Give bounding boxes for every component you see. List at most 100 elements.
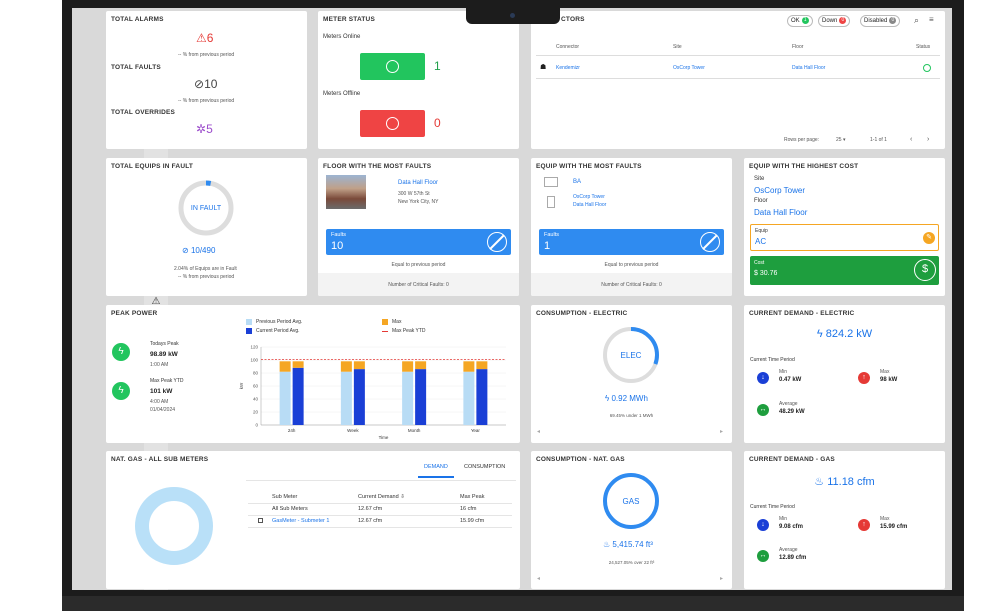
fault-icon: ⊘ <box>194 77 205 91</box>
table-row[interactable]: GasMeter - Submeter 1 12.67 cfm 15.99 cfm <box>248 515 512 528</box>
overrides-value: ✲5 <box>196 122 213 136</box>
ytd-peak-value: 101 kW <box>150 388 173 395</box>
y-axis-label: kW <box>239 382 244 389</box>
gas-avg-value: 12.89 cfm <box>779 555 807 561</box>
floor-faults-title: FLOOR WITH THE MOST FAULTS <box>323 163 432 170</box>
row-site[interactable]: OsCorp Tower <box>673 65 705 71</box>
bolt-icon: ϟ <box>816 328 823 340</box>
flame-icon: ♨ <box>603 540 611 549</box>
cost-site-link[interactable]: OsCorp Tower <box>754 186 805 195</box>
disabled-filter-pill[interactable]: Disabled 0 <box>860 15 901 27</box>
next-slide-icon[interactable]: ▸ <box>720 576 724 582</box>
pagination-text: 1-1 of 1 <box>870 137 887 143</box>
elec-ring <box>603 327 659 383</box>
search-icon[interactable]: ⌕ <box>914 15 920 25</box>
y-tick-label: 60 <box>253 384 259 389</box>
meters-online-button[interactable] <box>360 53 425 80</box>
natgas-card: NAT. GAS - ALL SUB METERS DEMAND CONSUMP… <box>106 451 520 589</box>
next-page-icon[interactable]: › <box>927 136 930 143</box>
cost-equip-box[interactable]: Equip AC ✎ <box>750 224 939 251</box>
prev-slide-icon[interactable]: ◂ <box>537 576 541 582</box>
table-row[interactable]: All Sub Meters 12.67 cfm 16 cfm <box>248 503 512 516</box>
faults-sub: -- % from previous period <box>178 98 235 104</box>
cost-box[interactable]: Cost $ 30.76 $ <box>750 256 939 285</box>
in-fault-label: IN FAULT <box>190 205 222 212</box>
equip-name-link[interactable]: BA <box>573 179 582 185</box>
equips-fault-sub2: -- % from previous period <box>178 274 235 280</box>
meter-status-card: METER STATUS Meters Online 1 Meters Offl… <box>318 11 519 149</box>
flame-icon: ♨ <box>814 476 825 488</box>
legend-prev: Previous Period Avg. <box>256 319 303 325</box>
cost-floor-link[interactable]: Data Hall Floor <box>754 208 808 217</box>
demand-gas-card: CURRENT DEMAND - GAS ♨ 11.18 cfm Current… <box>744 451 945 589</box>
demand-gas-title: CURRENT DEMAND - GAS <box>749 456 835 463</box>
bolt-icon: ϟ <box>112 343 130 361</box>
equip-faults-bar[interactable]: Faults 1 <box>539 229 724 255</box>
sort-icon[interactable]: ⇩ <box>400 493 405 500</box>
demand-elec-title: CURRENT DEMAND - ELECTRIC <box>749 310 855 317</box>
alarm-triangle-icon: ⚠ <box>196 31 207 45</box>
peak-power-title: PEAK POWER <box>111 310 158 317</box>
connector-icon: ☗ <box>540 64 547 71</box>
fault-ring <box>178 180 234 236</box>
dashboard-screen: ︶ ✲ ⊘ ⚠ ⌂ TOTAL ALARMS ⚠6 -- % from prev… <box>72 8 952 590</box>
building-icon <box>547 196 555 208</box>
row-floor[interactable]: Data Hall Floor <box>792 65 826 71</box>
ok-filter-pill[interactable]: OK 1 <box>787 15 813 27</box>
meters-online-value: 1 <box>434 59 441 73</box>
elec-max-value: 98 kW <box>880 377 898 383</box>
x-tick-label: 24h <box>288 428 296 433</box>
wrench-icon: ✎ <box>923 232 935 244</box>
max-arrow-icon: ↑ <box>858 372 870 384</box>
alarm-icon[interactable]: ⚠ <box>151 296 161 307</box>
tab-consumption[interactable]: CONSUMPTION <box>464 464 506 470</box>
camera-icon <box>510 13 515 18</box>
prev-slide-icon[interactable]: ◂ <box>537 429 541 435</box>
connectors-card: CTORS OK 1 Down 0 Disabled 0 ⌕ ≡ Connector … <box>531 11 945 149</box>
equips-fault-sub1: 2.04% of Equips are in Fault <box>174 266 237 272</box>
cost-equip-link[interactable]: AC <box>755 237 767 246</box>
floor-name-link[interactable]: Data Hall Floor <box>398 180 439 186</box>
average-icon: ↔ <box>757 404 769 416</box>
faults-value: ⊘10 <box>194 77 218 91</box>
prev-bar <box>340 371 352 425</box>
meters-offline-button[interactable] <box>360 110 425 137</box>
prev-page-icon[interactable]: ‹ <box>910 136 913 143</box>
next-slide-icon[interactable]: ▸ <box>720 429 724 435</box>
no-entry-icon <box>700 232 720 252</box>
monitor-icon <box>544 177 558 187</box>
equip-site-link[interactable]: OsCorp Tower <box>573 194 605 200</box>
natgas-table: Sub Meter Current Demand ⇩ Max Peak All Su… <box>248 491 512 528</box>
down-filter-pill[interactable]: Down 0 <box>818 15 851 27</box>
col-site: Site <box>673 44 682 50</box>
x-tick-label: Year <box>471 428 481 433</box>
equip-critical: Number of Critical Faults: 0 <box>601 282 662 288</box>
elec-sub: 69.45% under 1 MWh <box>609 413 654 418</box>
alarms-sub: -- % from previous period <box>178 52 235 58</box>
row-connector[interactable]: Kendemizr <box>556 65 580 71</box>
ytd-peak-date: 01/04/2024 <box>150 407 176 413</box>
alarms-value: ⚠6 <box>196 31 214 45</box>
gas-center-label: GAS <box>622 497 640 506</box>
meter-status-title: METER STATUS <box>323 16 375 23</box>
gas-min-value: 9.08 cfm <box>779 524 804 530</box>
floor-faults-bar[interactable]: Faults 10 <box>326 229 511 255</box>
max-bar <box>340 361 352 372</box>
rows-per-page-select[interactable]: 25 ▾ <box>836 137 846 143</box>
elec-period: Current Time Period <box>750 357 795 363</box>
max-bar <box>463 361 475 372</box>
col-floor: Floor <box>792 44 804 50</box>
equip-floor-link[interactable]: Data Hall Floor <box>573 202 607 208</box>
today-peak-time: 1:00 AM <box>150 362 169 368</box>
tab-demand[interactable]: DEMAND <box>424 464 448 470</box>
filter-icon[interactable]: ≡ <box>929 15 934 24</box>
elec-value: ϟ 0.92 MWh <box>605 394 648 403</box>
legend-curr: Current Period Avg. <box>256 328 300 334</box>
gas-max-value: 15.99 cfm <box>880 524 908 530</box>
average-icon: ↔ <box>757 550 769 562</box>
laptop-chin <box>62 596 964 611</box>
legend-max-swatch <box>382 319 388 325</box>
bolt-icon: ϟ <box>112 382 130 400</box>
cons-elec-title: CONSUMPTION - ELECTRIC <box>536 310 628 317</box>
x-axis-label: Time <box>379 435 389 440</box>
